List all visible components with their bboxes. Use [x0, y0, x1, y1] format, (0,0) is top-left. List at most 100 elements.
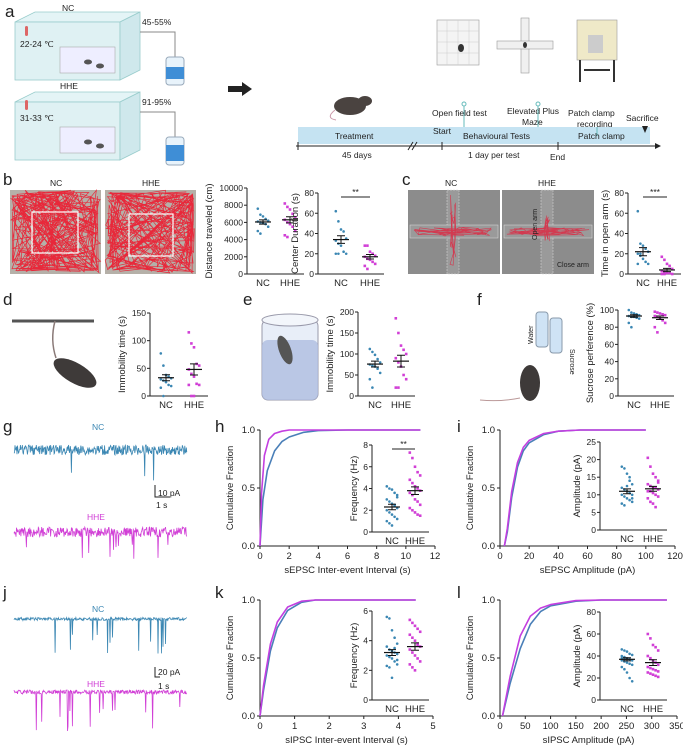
y-tick-label: 0 — [591, 525, 596, 535]
data-point-hhe — [656, 315, 659, 319]
y-tick-label: 20 — [605, 374, 615, 384]
timeline-sacrifice: Sacrifice — [626, 113, 659, 123]
data-point-nc — [256, 207, 260, 210]
data-point-hhe — [366, 267, 369, 271]
data-point-hhe — [663, 313, 667, 317]
y-tick-label: 100 — [600, 305, 614, 315]
data-point-hhe — [660, 272, 664, 276]
y-tick-label: 0.5 — [242, 653, 255, 664]
x-tick-label: 40 — [553, 551, 564, 562]
data-point-hhe — [408, 478, 412, 482]
data-point-hhe — [408, 648, 412, 651]
cdf-line-hhe — [503, 429, 646, 547]
panel-labels: a b c d e f g h i j k l — [2, 2, 482, 602]
forced-swim-illustration — [261, 313, 319, 401]
y-tick-label: 20 — [305, 249, 315, 259]
y-tick-label: 80 — [615, 188, 625, 198]
data-point-nc — [395, 495, 399, 499]
sepsc-trace-hhe — [13, 525, 188, 559]
data-point-hhe — [661, 313, 664, 316]
data-point-hhe — [416, 642, 419, 645]
nc-humidity: 45-55% — [142, 17, 172, 27]
y-tick-label: 80 — [305, 188, 315, 198]
y-axis-label: Frequency (Hz) — [349, 623, 360, 688]
y-tick-label: 80 — [587, 607, 597, 617]
data-point-hhe — [660, 255, 664, 259]
data-point-hhe — [363, 244, 367, 247]
data-point-nc — [623, 504, 626, 507]
data-point-nc — [393, 636, 396, 639]
open-field-icon — [436, 19, 480, 66]
data-point-hhe — [665, 271, 669, 275]
maze-label-hhe: HHE — [538, 178, 556, 188]
panel-label-j: j — [2, 583, 7, 602]
data-point-nc — [390, 628, 394, 632]
data-point-hhe — [656, 649, 660, 652]
y-tick-label: 40 — [305, 229, 315, 239]
x-tick-label: HHE — [650, 400, 670, 411]
data-point-hhe — [192, 346, 196, 349]
data-point-hhe — [653, 310, 657, 314]
data-point-nc — [378, 361, 382, 364]
data-point-nc — [620, 486, 624, 490]
data-point-hhe — [413, 485, 417, 488]
data-point-nc — [630, 680, 634, 683]
x-tick-label: 100 — [543, 721, 559, 732]
humidifier-bottle-icon — [165, 136, 185, 166]
data-point-nc — [390, 513, 394, 516]
timeline-1-day-per-test: 1 day per test — [468, 150, 520, 160]
data-point-hhe — [283, 202, 287, 205]
sem-error-bar — [623, 657, 631, 662]
data-point-nc — [388, 655, 391, 659]
y-tick-label: 4 — [363, 484, 368, 494]
tail-suspension-illustration — [12, 319, 97, 388]
scale-bar-x-label: 1 s — [158, 681, 169, 691]
data-point-hhe — [649, 672, 652, 675]
mouse-icon — [329, 96, 372, 121]
data-point-nc — [628, 662, 631, 665]
sem-error-bar — [639, 247, 647, 257]
x-tick-label: NC — [636, 278, 650, 289]
x-tick-label: NC — [159, 400, 173, 411]
data-point-nc — [373, 353, 377, 357]
data-point-hhe — [408, 618, 412, 622]
y-axis-label: Time in open arm (s) — [600, 190, 611, 277]
y-tick-label: 0.5 — [242, 483, 255, 494]
open-arm-label: Open arm — [532, 209, 539, 240]
y-tick-label: 40 — [615, 229, 625, 239]
data-point-hhe — [413, 498, 417, 501]
x-tick-label: 10 — [401, 551, 412, 562]
data-point-hhe — [656, 670, 660, 673]
data-point-nc — [390, 657, 394, 660]
data-point-hhe — [416, 487, 419, 490]
test-label-epm-1: Elevated Plus — [507, 106, 559, 116]
data-point-nc — [395, 652, 399, 656]
data-point-nc — [393, 515, 396, 519]
data-point-hhe — [665, 262, 669, 266]
y-tick-label: 10000 — [219, 183, 243, 193]
data-point-nc — [630, 493, 634, 497]
data-point-hhe — [293, 215, 297, 219]
y-axis-label: Cumulative Fraction — [225, 446, 236, 530]
cumulative-plot-k: 0 1 2 3 4 5 0.0 0.5 1.0 sIPSC Inter-event Interva… — [225, 595, 436, 746]
close-arm-label: Close arm — [557, 262, 589, 269]
panel-j-traces: NC HHE 20 pA 1 s — [13, 604, 188, 732]
data-point-hhe — [413, 654, 417, 657]
data-point-hhe — [394, 356, 398, 360]
data-point-hhe — [192, 375, 196, 378]
data-point-hhe — [654, 505, 657, 509]
x-tick-label: 350 — [669, 721, 683, 732]
data-point-nc — [625, 472, 629, 475]
thermometer-icon — [25, 100, 28, 110]
data-point-nc — [388, 511, 391, 514]
data-point-nc — [266, 225, 270, 228]
data-point-hhe — [654, 475, 657, 479]
data-point-hhe — [656, 488, 660, 491]
x-tick-label: HHE — [280, 278, 300, 289]
data-point-nc — [393, 646, 396, 650]
x-tick-label: NC — [620, 704, 634, 715]
y-tick-label: 80 — [605, 322, 615, 332]
x-tick-label: 5 — [430, 721, 435, 732]
